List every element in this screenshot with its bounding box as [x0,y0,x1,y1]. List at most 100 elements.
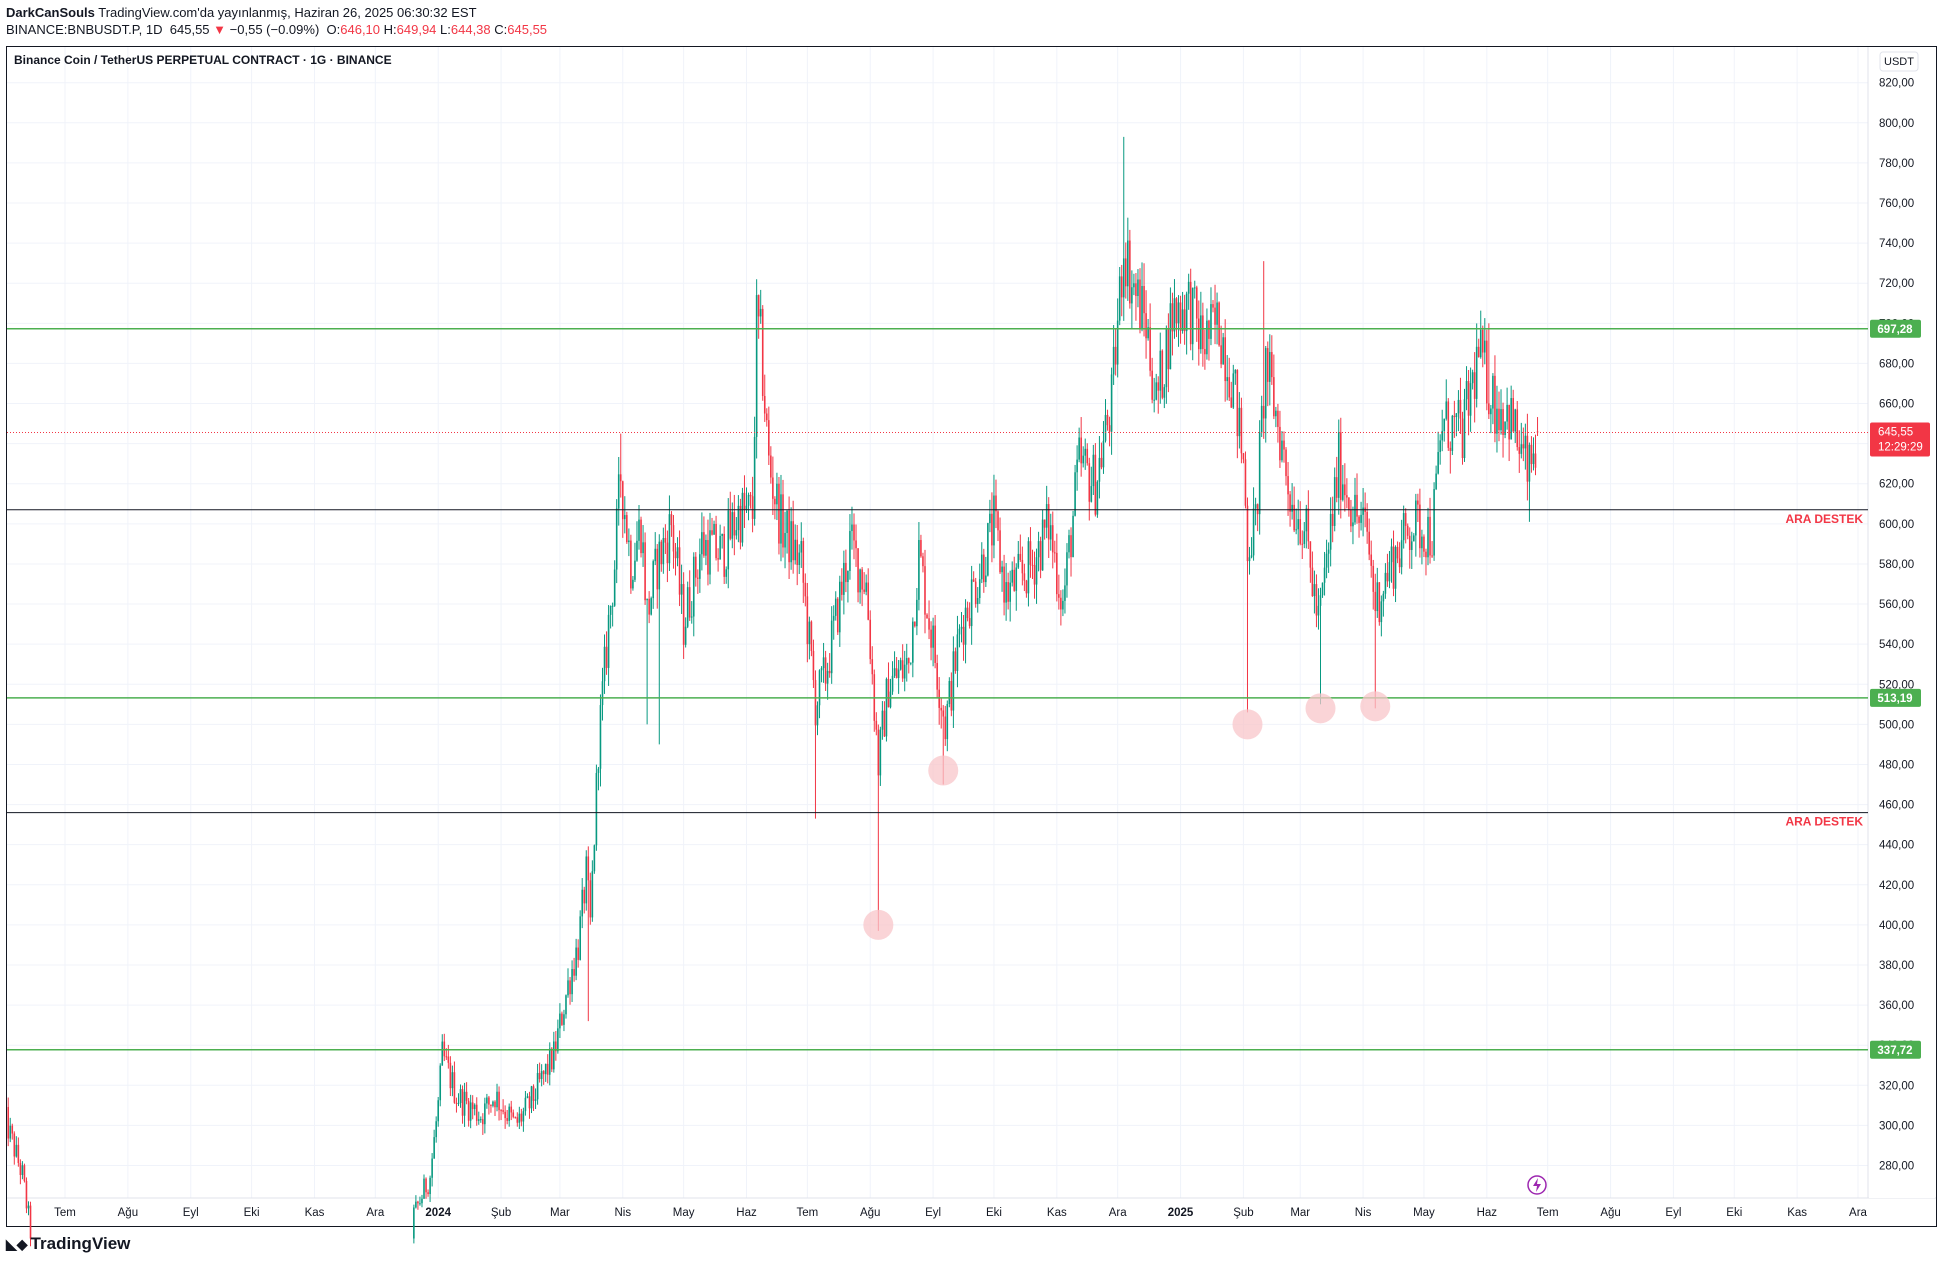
brand-name[interactable]: TradingView [30,1234,131,1253]
candle-body [958,628,961,635]
candle-body [676,547,679,559]
low-value: 644,38 [450,22,491,37]
candle-body [518,1113,521,1123]
y-tick-label: 600,00 [1879,519,1914,531]
candle-body [1041,519,1044,571]
candle-body [1289,494,1291,512]
candle-body [765,413,768,421]
x-tick-label: Eyl [183,1207,199,1219]
candle-body [619,474,622,482]
chart-frame[interactable] [6,46,1937,1227]
candle-body [1011,569,1014,583]
candle-body [686,587,689,627]
publish-header: DarkCanSouls TradingView.com'da yayınlan… [6,5,477,20]
candle-body [1153,399,1155,401]
candle-body [932,625,934,648]
candle-body [916,599,918,627]
y-tick-label: 780,00 [1879,158,1914,170]
candle-body [595,772,598,846]
candle-body [1457,399,1460,414]
high-value: 649,94 [396,22,437,37]
candle-body [818,670,821,706]
candle-body [1242,453,1245,460]
y-tick-label: 680,00 [1879,358,1914,370]
candle-body [419,1203,421,1205]
candle-body [918,540,920,600]
x-tick-label: Nis [614,1207,631,1219]
candle-body [907,658,910,664]
candle-body [1352,522,1354,527]
candle-body [832,615,835,621]
candle-body [822,657,825,669]
candle-body [1262,405,1265,419]
candle-body [1421,536,1423,549]
y-tick-label: 420,00 [1879,880,1914,892]
candle-body [1238,407,1241,437]
candle-body [709,530,711,575]
candle-body [798,552,801,565]
candle-body [1331,513,1334,526]
lightning-icon[interactable] [1527,1175,1547,1195]
candle-body [577,947,579,960]
candle-body [828,670,831,674]
candle-body [1019,553,1022,560]
candle-body [875,720,878,730]
candle-body [1419,504,1421,549]
candle-body [1496,408,1498,434]
candle-body [867,582,869,620]
candle-body [895,668,898,678]
candle-body [1080,437,1082,464]
candle-body [1155,382,1158,400]
candle-body [1297,519,1299,530]
candle-body [727,510,730,570]
candle-body [960,626,963,629]
candle-body [1114,346,1117,365]
candle-body [1382,593,1385,602]
candle-body [737,505,740,531]
candle-body [642,542,644,554]
candle-body [658,541,661,590]
candle-body [845,562,847,583]
candle-body [621,481,624,520]
candle-body [624,515,626,520]
candle-body [522,1111,525,1122]
candle-body [1358,516,1360,523]
candle-body [1232,373,1235,408]
candle-body [1350,509,1352,527]
candle-body [589,880,592,918]
candle-body [628,540,630,543]
candle-body [680,584,683,595]
candle-body [19,1162,22,1176]
candle-body [1475,346,1478,399]
candle-body [1447,401,1450,448]
candle-body [1271,352,1273,378]
candle-body [1025,580,1028,594]
candle-body [1131,287,1133,304]
y-tick-label: 620,00 [1879,479,1914,491]
x-tick-label: Eyl [1665,1207,1681,1219]
candle-body [847,570,849,583]
candle-body [983,554,985,583]
candle-body [1494,375,1496,434]
candle-body [605,646,608,668]
candle-body [575,947,577,976]
candle-body [1455,413,1458,418]
level-price-label: 337,72 [1877,1045,1912,1057]
candle-body [768,420,770,456]
author-name[interactable]: DarkCanSouls [6,5,95,20]
candle-body [1139,279,1141,330]
y-tick-label: 660,00 [1879,399,1914,411]
level-price-tag [1870,319,1921,338]
candle-body [922,556,924,567]
level-price-tag [1870,688,1921,707]
candle-body [421,1198,423,1204]
candle-body [423,1178,425,1199]
candle-body [413,1207,415,1239]
open-value: 646,10 [340,22,381,37]
candle-body [1035,557,1038,585]
candle-body [991,513,993,546]
symbol-title: Binance Coin / TetherUS PERPETUAL CONTRA… [14,53,392,67]
candle-body [1516,409,1519,448]
candle-body [814,680,817,726]
